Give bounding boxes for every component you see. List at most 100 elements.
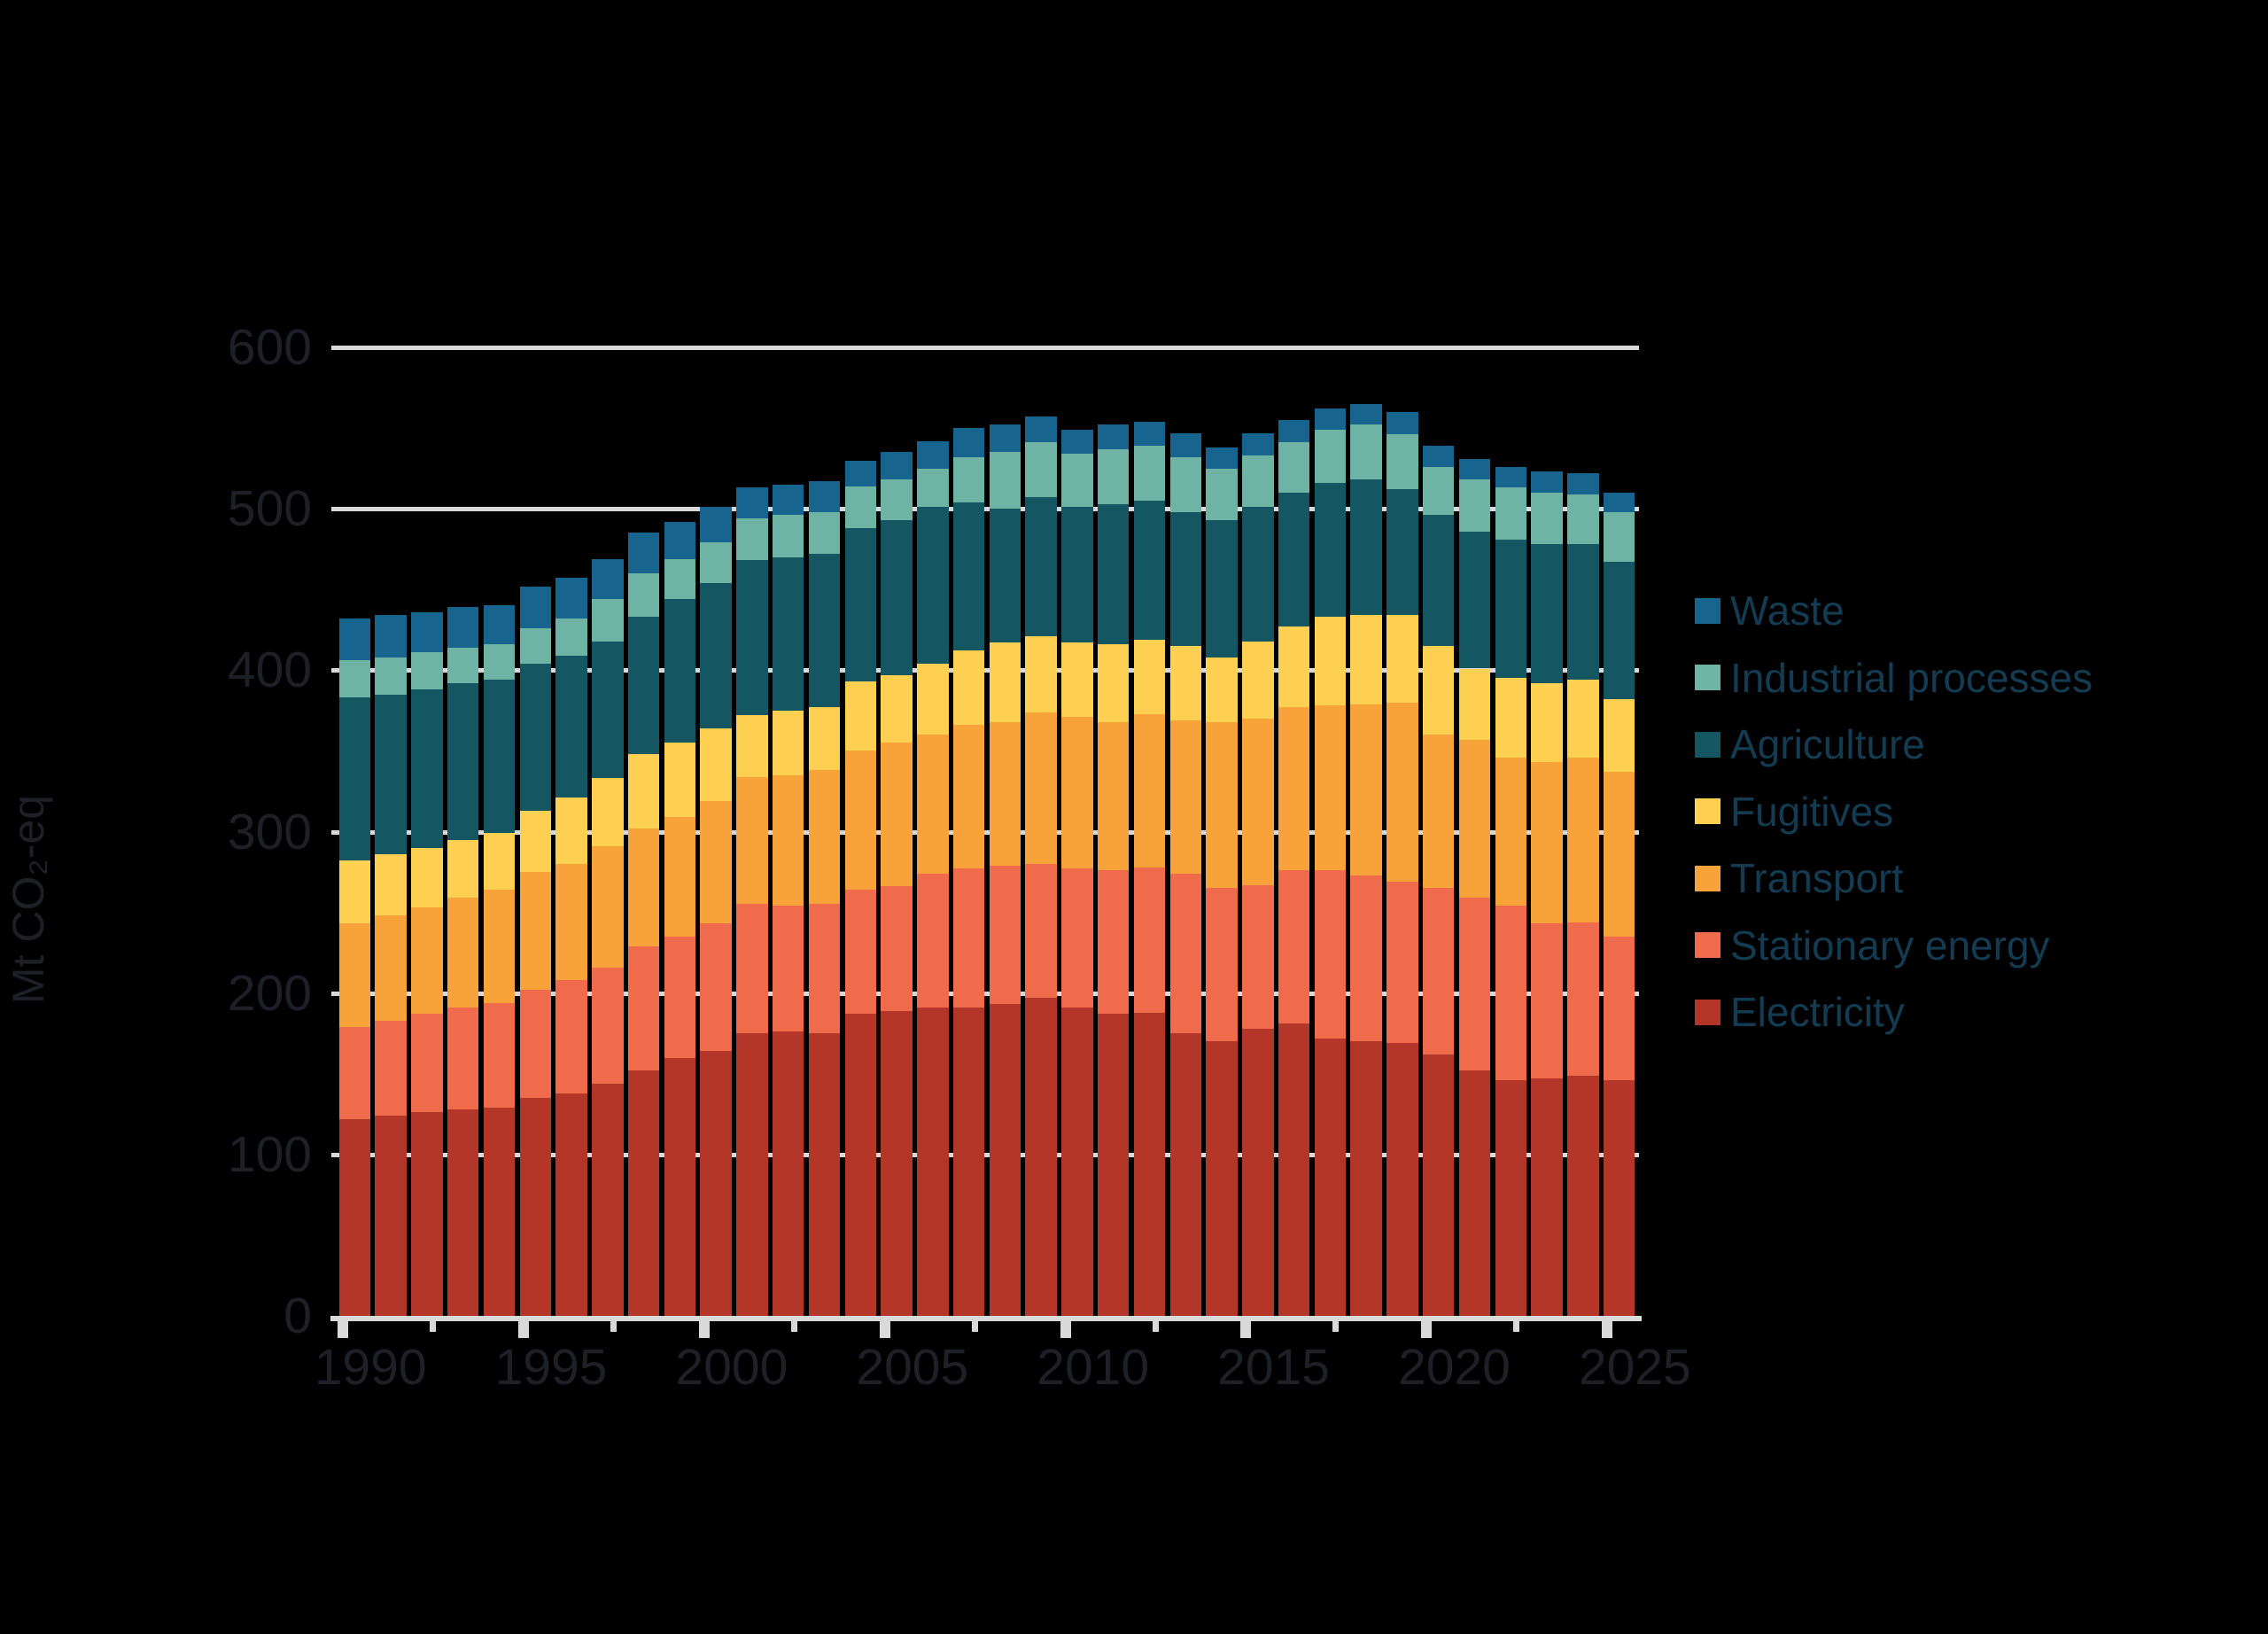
bar-segment-agriculture xyxy=(700,582,732,728)
bar-segment-waste xyxy=(952,428,985,457)
bar-segment-stationary-energy xyxy=(627,945,660,1071)
bar-segment-fugitives xyxy=(1025,636,1057,712)
bar-segment-waste xyxy=(1350,403,1382,425)
gridline-600 xyxy=(331,346,1639,350)
bar-segment-transport xyxy=(627,828,660,946)
legend-swatch xyxy=(1695,597,1720,624)
bar-segment-agriculture xyxy=(736,560,768,716)
bar-segment-agriculture xyxy=(1097,503,1130,645)
bar-segment-fugitives xyxy=(1206,657,1238,722)
bar-segment-agriculture xyxy=(592,641,624,779)
bar-segment-industrial-processes xyxy=(555,619,587,656)
bar-segment-transport xyxy=(772,774,804,906)
bar-segment-transport xyxy=(1242,718,1274,885)
legend-swatch xyxy=(1695,798,1720,824)
bar-segment-transport xyxy=(1386,702,1418,882)
bar-segment-industrial-processes xyxy=(1567,494,1599,545)
bar-segment-fugitives xyxy=(881,674,913,743)
bar-segment-waste xyxy=(1133,421,1166,447)
bar-segment-waste xyxy=(411,611,443,653)
x-major-tick xyxy=(338,1321,348,1338)
bar-segment-industrial-processes xyxy=(881,479,913,520)
x-major-tick xyxy=(1421,1321,1433,1338)
bar-segment-transport xyxy=(664,817,696,937)
bar-segment-transport xyxy=(989,721,1021,866)
bar-segment-transport xyxy=(592,845,624,968)
bar-segment-electricity xyxy=(592,1083,624,1316)
bar-segment-transport xyxy=(1314,705,1347,871)
bar-segment-fugitives xyxy=(375,854,407,916)
bar-segment-industrial-processes xyxy=(1495,487,1527,540)
bar-segment-fugitives xyxy=(627,754,660,829)
bar-segment-electricity xyxy=(772,1031,804,1316)
bar-segment-stationary-energy xyxy=(1567,922,1599,1076)
bar-segment-agriculture xyxy=(1025,497,1057,637)
bar-segment-waste xyxy=(1278,419,1310,443)
bar-segment-agriculture xyxy=(375,694,407,854)
bar-segment-agriculture xyxy=(808,554,841,708)
y-tick-label: 0 xyxy=(284,1288,312,1344)
bar-segment-fugitives xyxy=(447,839,479,899)
bar-segment-stationary-energy xyxy=(844,890,877,1015)
bar-segment-stationary-energy xyxy=(808,904,841,1034)
bar-segment-stationary-energy xyxy=(592,967,624,1084)
x-tick-label: 2000 xyxy=(675,1339,788,1396)
bar-segment-waste xyxy=(483,605,516,645)
bar-segment-waste xyxy=(1061,429,1093,455)
bar-segment-transport xyxy=(881,743,913,887)
bar-segment-waste xyxy=(1495,466,1527,488)
legend-label: Waste xyxy=(1730,587,1845,634)
bar-segment-stationary-energy xyxy=(1350,875,1382,1042)
x-major-tick xyxy=(1602,1321,1613,1338)
x-minor-tick xyxy=(1332,1321,1340,1332)
bar-segment-industrial-processes xyxy=(483,644,516,681)
bar-segment-transport xyxy=(483,890,516,1003)
bar-segment-industrial-processes xyxy=(772,515,804,557)
bar-segment-industrial-processes xyxy=(1169,456,1202,512)
bar-segment-industrial-processes xyxy=(736,518,768,561)
bar-segment-electricity xyxy=(1603,1080,1635,1316)
bar-segment-waste xyxy=(1458,458,1491,480)
bar-segment-industrial-processes xyxy=(808,511,841,555)
x-minor-tick xyxy=(610,1321,617,1332)
bar-segment-electricity xyxy=(989,1004,1021,1316)
bar-segment-waste xyxy=(519,586,552,628)
bar-segment-agriculture xyxy=(338,697,371,861)
bar-segment-transport xyxy=(1495,757,1527,906)
y-tick-label: 200 xyxy=(227,964,312,1022)
bar-segment-transport xyxy=(1097,721,1130,871)
bar-segment-waste xyxy=(1169,432,1202,457)
bar-segment-transport xyxy=(447,898,479,1008)
legend-swatch xyxy=(1695,731,1720,758)
bar-segment-electricity xyxy=(1206,1041,1238,1316)
bar-segment-fugitives xyxy=(1603,699,1635,773)
bar-segment-agriculture xyxy=(1458,531,1491,669)
bar-segment-fugitives xyxy=(1314,617,1347,706)
bar-segment-fugitives xyxy=(1133,639,1166,714)
bar-segment-waste xyxy=(1242,432,1274,456)
bar-segment-agriculture xyxy=(917,507,949,665)
bar-segment-fugitives xyxy=(736,715,768,777)
y-tick-label: 300 xyxy=(227,803,312,860)
bar-segment-waste xyxy=(375,615,407,657)
bar-segment-agriculture xyxy=(1242,507,1274,642)
bar-segment-agriculture xyxy=(1169,511,1202,646)
bar-segment-fugitives xyxy=(483,833,516,891)
bar-segment-agriculture xyxy=(555,655,587,798)
bar-segment-stationary-energy xyxy=(700,923,732,1052)
x-minor-tick xyxy=(1513,1321,1520,1332)
bar-segment-electricity xyxy=(844,1014,877,1316)
bar-segment-electricity xyxy=(1133,1012,1166,1316)
x-minor-tick xyxy=(429,1321,436,1332)
bar-segment-electricity xyxy=(519,1098,552,1316)
legend-item-agriculture: Agriculture xyxy=(1695,722,1925,766)
bar-segment-transport xyxy=(411,907,443,1015)
bar-segment-electricity xyxy=(627,1070,660,1316)
bar-segment-waste xyxy=(627,533,660,574)
bar-segment-stationary-energy xyxy=(1061,868,1093,1008)
bar-segment-waste xyxy=(338,619,371,661)
bar-segment-fugitives xyxy=(844,681,877,751)
bar-segment-fugitives xyxy=(411,847,443,908)
legend-label: Stationary energy xyxy=(1730,922,2050,969)
